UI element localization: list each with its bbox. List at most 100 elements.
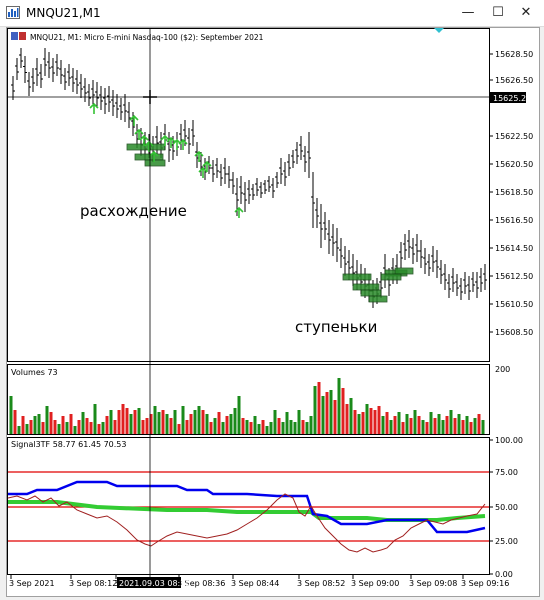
time-tick-label: 3 Sep 08:12 xyxy=(69,579,117,588)
up-arrow-icon xyxy=(89,102,99,114)
volume-bar xyxy=(53,420,57,434)
up-arrow-icon xyxy=(160,134,170,146)
step-level-box xyxy=(394,267,414,275)
step-level-box xyxy=(360,289,382,297)
up-arrow-icon xyxy=(134,128,144,140)
price-tick-label: 15620.50 xyxy=(495,160,533,169)
up-arrow-icon xyxy=(129,114,139,126)
volume-bar xyxy=(397,412,401,434)
close-button[interactable]: ✕ xyxy=(520,5,532,20)
volume-bar xyxy=(45,406,49,434)
annotation-steps: ступеньки xyxy=(295,318,377,336)
volume-bar xyxy=(25,424,29,434)
up-arrow-icon xyxy=(178,138,188,150)
signal-thin-line xyxy=(7,493,486,553)
volume-bar xyxy=(305,422,309,434)
price-tick-label: 15626.50 xyxy=(495,76,533,85)
volume-bar xyxy=(161,410,165,434)
volume-bar xyxy=(169,418,173,434)
signal-tick-label: 75.00 xyxy=(495,468,518,477)
volume-bar xyxy=(461,420,465,434)
flag-icon xyxy=(19,32,26,40)
signal-label: Signal3TF 58.77 61.45 70.53 xyxy=(11,440,127,449)
volume-bar xyxy=(301,420,305,434)
volume-bar xyxy=(49,412,53,434)
volume-bar xyxy=(13,410,17,434)
volume-bar xyxy=(225,416,229,434)
volume-bar xyxy=(237,396,241,434)
chart-area[interactable]: MNQU21, M1: Micro E-mini Nasdaq-100 ($2)… xyxy=(6,27,540,597)
price-tick-label: 15610.50 xyxy=(495,300,533,309)
volumes-max-label: 200 xyxy=(495,365,510,374)
volume-bar xyxy=(465,416,469,434)
volume-bar xyxy=(197,406,201,434)
chart-header-icons[interactable] xyxy=(11,32,26,40)
volume-bar xyxy=(265,426,269,434)
volume-bar xyxy=(425,422,429,434)
title-bar: MNQU21,M1 — ☐ ✕ xyxy=(0,0,544,27)
volume-bar xyxy=(317,382,321,434)
annotation-divergence: расхождение xyxy=(80,202,187,220)
volume-bar xyxy=(73,426,77,434)
up-arrow-icon xyxy=(166,136,176,148)
volume-bar xyxy=(181,406,185,434)
volume-bar xyxy=(297,410,301,434)
up-arrow-icon xyxy=(144,140,154,152)
volume-bar xyxy=(125,408,129,434)
volume-bar xyxy=(233,408,237,434)
price-tick-label: 15614.50 xyxy=(495,244,533,253)
volume-bar xyxy=(369,408,373,434)
volume-bar xyxy=(137,408,141,434)
up-arrow-icon xyxy=(194,150,204,162)
volume-bar xyxy=(201,410,205,434)
volume-bar xyxy=(393,416,397,434)
volume-bar xyxy=(469,422,473,434)
volume-bar xyxy=(453,418,457,434)
chart-header: MNQU21, M1: Micro E-mini Nasdaq-100 ($2)… xyxy=(30,33,264,42)
volume-bar xyxy=(325,392,329,434)
volume-bar xyxy=(33,416,37,434)
volume-bar xyxy=(273,410,277,434)
volume-bar xyxy=(77,420,81,434)
volume-bar xyxy=(481,420,485,434)
volume-bar xyxy=(365,404,369,434)
chart-canvas[interactable]: MNQU21, M1: Micro E-mini Nasdaq-100 ($2)… xyxy=(7,28,539,596)
volume-bar xyxy=(249,422,253,434)
price-tick-label: 15628.50 xyxy=(495,50,533,59)
volume-bar xyxy=(313,386,317,434)
price-tick-label: 15616.50 xyxy=(495,216,533,225)
volume-bar xyxy=(441,420,445,434)
price-bars xyxy=(11,48,487,308)
volume-bar xyxy=(117,410,121,434)
up-arrow-icon xyxy=(198,166,208,178)
price-tick-label: 15618.50 xyxy=(495,188,533,197)
volume-bar xyxy=(101,422,105,434)
volume-bar xyxy=(89,422,93,434)
volume-bar xyxy=(289,420,293,434)
crosshair-cursor-icon xyxy=(143,90,157,104)
volume-bar xyxy=(9,396,13,434)
volume-bar xyxy=(357,414,361,434)
volume-bar xyxy=(349,398,353,434)
signal-pane-border xyxy=(7,437,490,575)
volume-bar xyxy=(141,420,145,434)
volume-bar xyxy=(65,422,69,434)
volume-bar xyxy=(405,414,409,434)
volume-bar xyxy=(293,422,297,434)
volume-bar xyxy=(145,418,149,434)
volume-bar xyxy=(193,410,197,434)
volume-bar xyxy=(269,422,273,434)
volume-bar xyxy=(337,378,341,434)
volume-bar xyxy=(377,406,381,434)
shift-marker-icon[interactable] xyxy=(434,28,444,33)
volume-bar xyxy=(473,418,477,434)
volume-bar xyxy=(17,426,21,434)
volume-bar xyxy=(61,416,65,434)
volume-bar xyxy=(97,424,101,434)
time-tick-label: 3 Sep 08:36 xyxy=(177,579,225,588)
minimize-button[interactable]: — xyxy=(461,5,475,20)
volume-bar xyxy=(353,410,357,434)
volume-bar xyxy=(29,420,33,434)
maximize-button[interactable]: ☐ xyxy=(492,5,504,20)
signal-lines xyxy=(7,471,489,553)
